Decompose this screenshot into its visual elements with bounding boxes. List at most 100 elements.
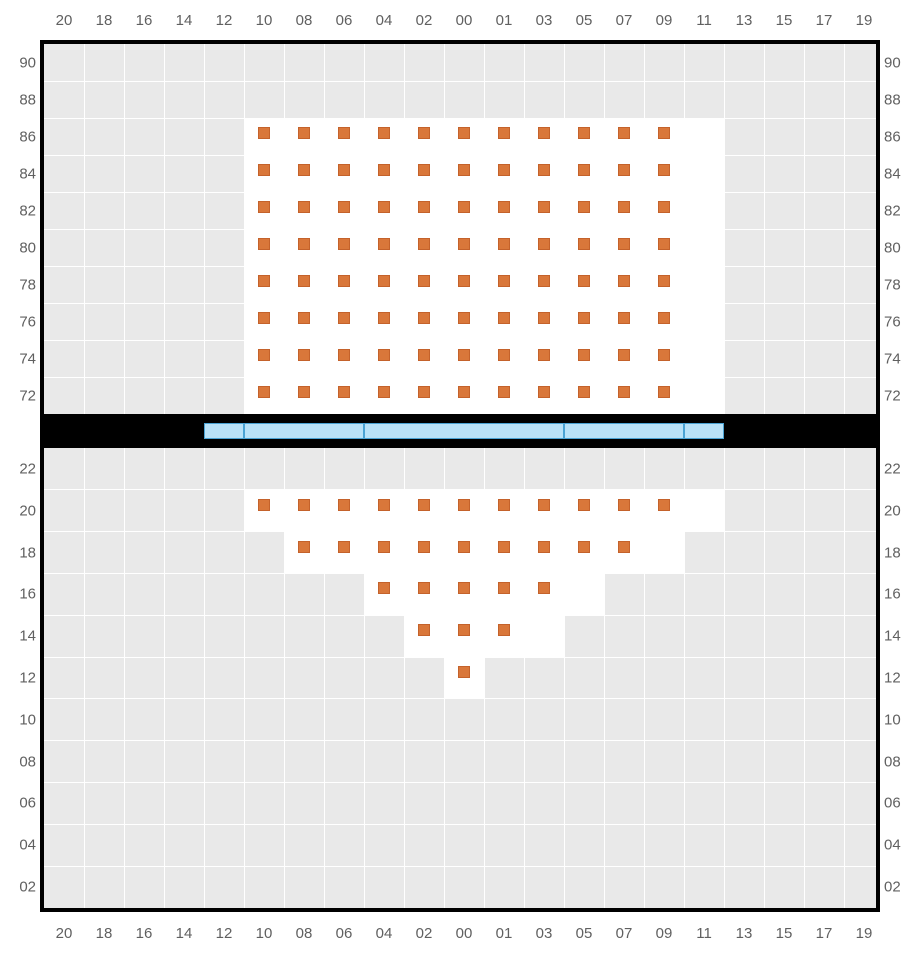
grid-marker[interactable] (458, 164, 470, 176)
grid-marker[interactable] (298, 386, 310, 398)
grid-marker[interactable] (298, 275, 310, 287)
grid-marker[interactable] (618, 164, 630, 176)
grid-marker[interactable] (538, 499, 550, 511)
grid-marker[interactable] (538, 127, 550, 139)
grid-marker[interactable] (458, 386, 470, 398)
grid-marker[interactable] (578, 201, 590, 213)
grid-marker[interactable] (378, 238, 390, 250)
grid-marker[interactable] (298, 312, 310, 324)
grid-marker[interactable] (658, 499, 670, 511)
grid-marker[interactable] (538, 312, 550, 324)
grid-marker[interactable] (378, 349, 390, 361)
grid-marker[interactable] (458, 312, 470, 324)
bar-segment[interactable] (204, 423, 244, 439)
grid-marker[interactable] (578, 386, 590, 398)
grid-marker[interactable] (338, 541, 350, 553)
grid-marker[interactable] (498, 541, 510, 553)
grid-marker[interactable] (338, 312, 350, 324)
grid-marker[interactable] (538, 541, 550, 553)
grid-marker[interactable] (658, 201, 670, 213)
grid-marker[interactable] (498, 386, 510, 398)
grid-marker[interactable] (578, 541, 590, 553)
grid-marker[interactable] (378, 275, 390, 287)
grid-marker[interactable] (538, 238, 550, 250)
grid-marker[interactable] (338, 386, 350, 398)
grid-marker[interactable] (418, 386, 430, 398)
grid-marker[interactable] (618, 238, 630, 250)
grid-marker[interactable] (378, 386, 390, 398)
bar-segment[interactable] (244, 423, 364, 439)
grid-marker[interactable] (298, 541, 310, 553)
grid-marker[interactable] (458, 238, 470, 250)
grid-marker[interactable] (338, 127, 350, 139)
grid-marker[interactable] (458, 201, 470, 213)
grid-marker[interactable] (498, 164, 510, 176)
bar-segment[interactable] (364, 423, 564, 439)
grid-marker[interactable] (498, 624, 510, 636)
grid-marker[interactable] (458, 582, 470, 594)
grid-marker[interactable] (338, 164, 350, 176)
grid-marker[interactable] (338, 238, 350, 250)
grid-marker[interactable] (458, 666, 470, 678)
grid-marker[interactable] (618, 349, 630, 361)
grid-marker[interactable] (578, 499, 590, 511)
grid-marker[interactable] (618, 312, 630, 324)
grid-marker[interactable] (298, 127, 310, 139)
grid-marker[interactable] (258, 164, 270, 176)
grid-marker[interactable] (658, 386, 670, 398)
grid-marker[interactable] (498, 127, 510, 139)
bar-segment[interactable] (684, 423, 724, 439)
grid-marker[interactable] (418, 127, 430, 139)
grid-marker[interactable] (618, 499, 630, 511)
grid-marker[interactable] (458, 275, 470, 287)
grid-marker[interactable] (538, 582, 550, 594)
grid-marker[interactable] (578, 164, 590, 176)
grid-marker[interactable] (418, 201, 430, 213)
grid-marker[interactable] (378, 499, 390, 511)
grid-marker[interactable] (618, 541, 630, 553)
grid-marker[interactable] (258, 499, 270, 511)
grid-marker[interactable] (498, 582, 510, 594)
grid-marker[interactable] (418, 349, 430, 361)
grid-marker[interactable] (618, 127, 630, 139)
grid-marker[interactable] (418, 275, 430, 287)
grid-marker[interactable] (458, 499, 470, 511)
grid-marker[interactable] (658, 275, 670, 287)
grid-marker[interactable] (578, 312, 590, 324)
grid-marker[interactable] (538, 164, 550, 176)
grid-marker[interactable] (338, 275, 350, 287)
grid-marker[interactable] (378, 541, 390, 553)
grid-marker[interactable] (338, 499, 350, 511)
grid-marker[interactable] (258, 275, 270, 287)
grid-marker[interactable] (258, 312, 270, 324)
grid-marker[interactable] (258, 386, 270, 398)
grid-marker[interactable] (378, 201, 390, 213)
grid-marker[interactable] (458, 541, 470, 553)
grid-marker[interactable] (298, 164, 310, 176)
grid-marker[interactable] (418, 164, 430, 176)
grid-marker[interactable] (578, 238, 590, 250)
grid-marker[interactable] (458, 127, 470, 139)
grid-marker[interactable] (538, 349, 550, 361)
grid-marker[interactable] (658, 349, 670, 361)
grid-marker[interactable] (338, 201, 350, 213)
grid-marker[interactable] (418, 312, 430, 324)
grid-marker[interactable] (658, 127, 670, 139)
grid-marker[interactable] (418, 624, 430, 636)
grid-marker[interactable] (498, 499, 510, 511)
grid-marker[interactable] (418, 541, 430, 553)
grid-marker[interactable] (378, 582, 390, 594)
grid-marker[interactable] (578, 349, 590, 361)
grid-marker[interactable] (618, 275, 630, 287)
grid-marker[interactable] (618, 201, 630, 213)
grid-marker[interactable] (618, 386, 630, 398)
grid-marker[interactable] (658, 164, 670, 176)
grid-marker[interactable] (498, 275, 510, 287)
grid-marker[interactable] (298, 499, 310, 511)
grid-marker[interactable] (258, 127, 270, 139)
grid-marker[interactable] (538, 201, 550, 213)
grid-marker[interactable] (298, 349, 310, 361)
grid-marker[interactable] (418, 499, 430, 511)
grid-marker[interactable] (578, 127, 590, 139)
grid-marker[interactable] (538, 386, 550, 398)
